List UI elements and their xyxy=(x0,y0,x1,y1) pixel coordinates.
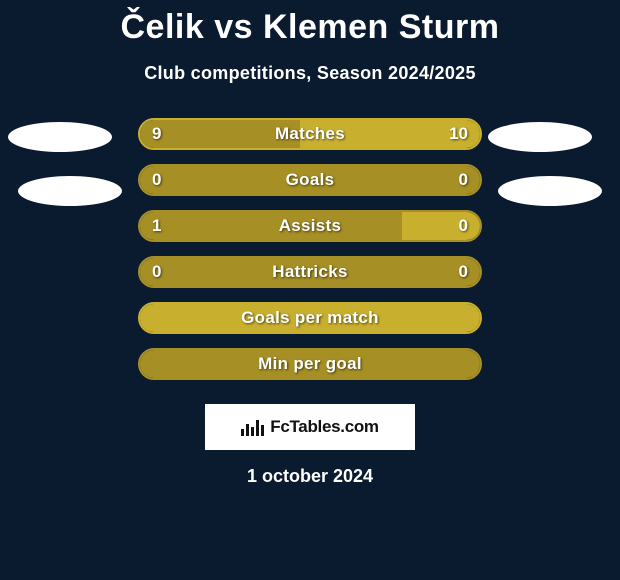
bar-fill-right xyxy=(402,212,480,240)
subtitle: Club competitions, Season 2024/2025 xyxy=(0,63,620,84)
bar-value-right: 0 xyxy=(459,170,468,190)
stat-bar: Goals 0 0 xyxy=(138,164,482,196)
bar-chart-icon xyxy=(241,418,264,436)
stat-bar: Hattricks 0 0 xyxy=(138,256,482,288)
stat-bar: Min per goal xyxy=(138,348,482,380)
bar-label: Goals per match xyxy=(241,308,379,328)
bars-container: Matches910Goals00Assists10Hattricks00Goa… xyxy=(0,118,620,380)
side-ellipse xyxy=(498,176,602,206)
bar-value-left: 0 xyxy=(152,262,161,282)
side-ellipse xyxy=(488,122,592,152)
bar-value-right: 0 xyxy=(459,262,468,282)
footer-brand-text: FcTables.com xyxy=(270,417,379,437)
bar-label: Hattricks xyxy=(272,262,347,282)
bar-value-right: 10 xyxy=(449,124,468,144)
date-text: 1 october 2024 xyxy=(0,466,620,487)
side-ellipse xyxy=(8,122,112,152)
bar-label: Goals xyxy=(286,170,335,190)
bar-value-right: 0 xyxy=(459,216,468,236)
bar-label: Matches xyxy=(275,124,345,144)
bar-value-left: 1 xyxy=(152,216,161,236)
bar-fill-left xyxy=(140,212,402,240)
bar-label: Min per goal xyxy=(258,354,362,374)
footer-brand-box: FcTables.com xyxy=(205,404,415,450)
stat-bar: Assists 1 0 xyxy=(138,210,482,242)
stat-bar: Matches 9 10 xyxy=(138,118,482,150)
side-ellipse xyxy=(18,176,122,206)
bar-label: Assists xyxy=(279,216,342,236)
stat-bar: Goals per match xyxy=(138,302,482,334)
page-title: Čelik vs Klemen Sturm xyxy=(0,0,620,47)
bar-value-left: 0 xyxy=(152,170,161,190)
bar-value-left: 9 xyxy=(152,124,161,144)
